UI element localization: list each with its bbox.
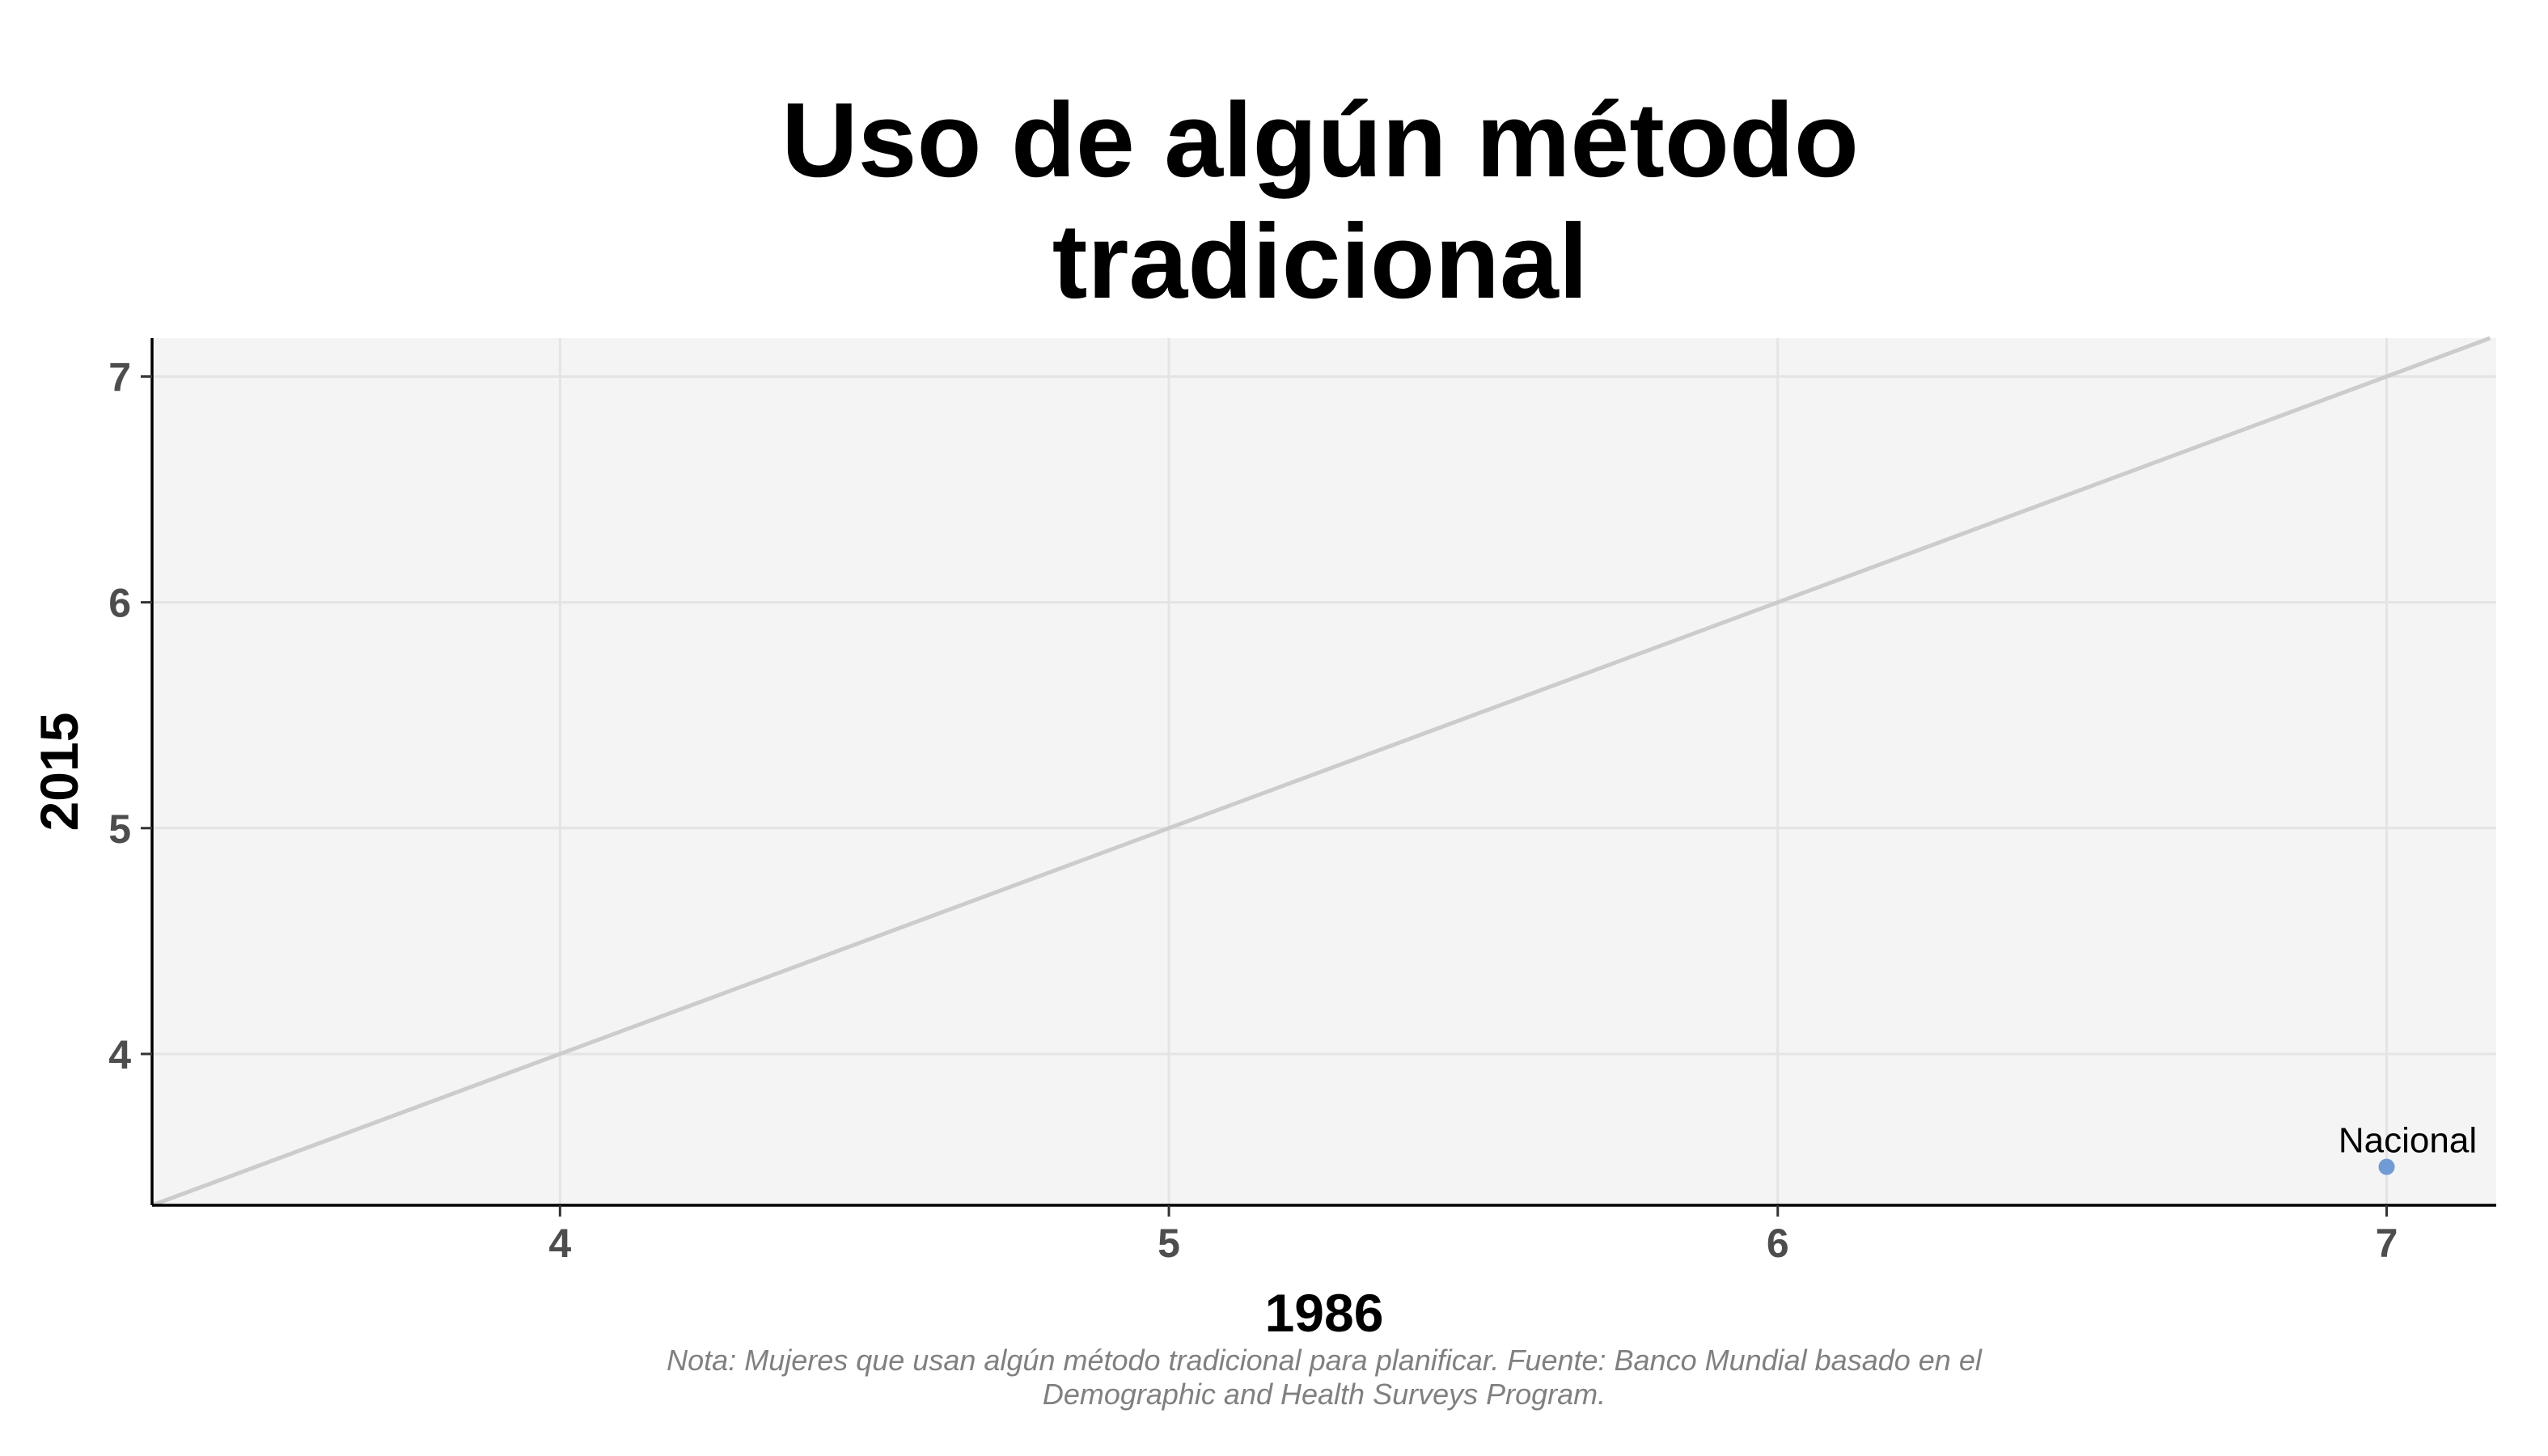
x-axis-ticks: 4 5 6 7 [548, 1205, 2398, 1266]
reference-line [151, 336, 2491, 1208]
chart-title-line-2: tradicional [1052, 201, 1588, 320]
data-point [2378, 1158, 2395, 1175]
x-tick-label: 6 [1767, 1221, 1789, 1266]
x-tick-label: 5 [1158, 1221, 1180, 1266]
data-points: Nacional [2338, 1121, 2477, 1175]
x-axis-title: 1986 [1265, 1283, 1384, 1343]
x-tick-label: 4 [548, 1221, 571, 1266]
y-tick-label: 7 [108, 354, 131, 400]
chart-title-line-1: Uso de algún método [781, 80, 1859, 199]
y-tick-label: 6 [108, 581, 131, 626]
data-point-label: Nacional [2338, 1121, 2477, 1161]
x-tick-label: 7 [2376, 1221, 2398, 1266]
caption-line-1: Nota: Mujeres que usan algún método trad… [667, 1344, 1983, 1377]
grid-lines [152, 338, 2496, 1205]
y-axis-title: 2015 [29, 713, 89, 832]
y-axis-ticks: 4 5 6 7 [108, 354, 152, 1077]
caption-line-2: Demographic and Health Surveys Program. [1043, 1378, 1606, 1411]
y-tick-label: 4 [108, 1032, 131, 1077]
y-tick-label: 5 [108, 806, 131, 852]
